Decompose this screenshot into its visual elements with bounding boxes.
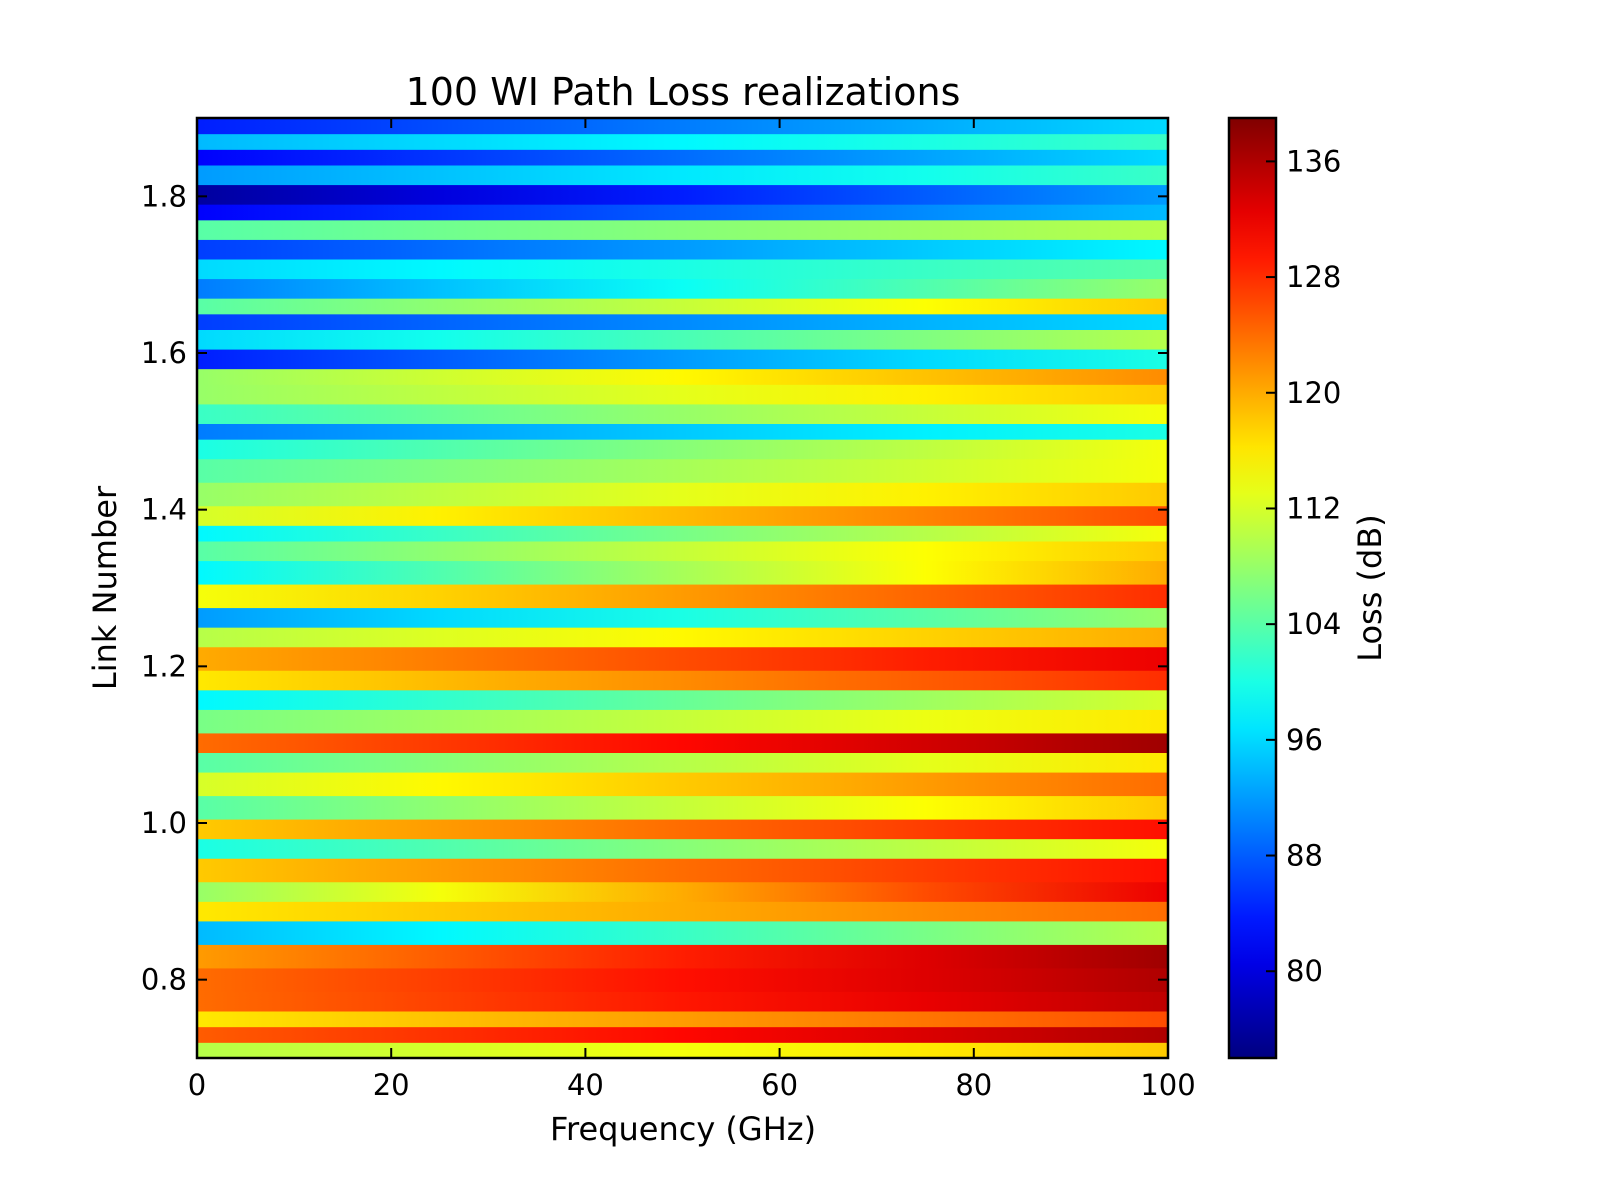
heatmap-row <box>197 900 1168 922</box>
heatmap-row <box>197 967 1168 992</box>
heatmap-row <box>197 560 1168 585</box>
heatmap-row <box>197 708 1168 734</box>
heatmap-row <box>197 505 1168 526</box>
y-axis-label: Link Number <box>86 485 124 690</box>
y-tick-label: 0.8 <box>141 963 187 997</box>
colorbar-tick-label: 136 <box>1286 144 1341 178</box>
heatmap-row <box>197 403 1168 424</box>
y-tick-label: 1.2 <box>141 649 187 683</box>
heatmap-row <box>197 771 1168 797</box>
heatmap-row <box>197 524 1168 542</box>
chart-title: 100 WI Path Loss realizations <box>406 70 961 114</box>
y-tick-label: 1.6 <box>141 336 187 370</box>
heatmap-row <box>197 607 1168 628</box>
heatmap-row <box>197 881 1168 902</box>
colorbar-tick-label: 104 <box>1286 607 1341 641</box>
colorbar-tick-label: 96 <box>1286 723 1323 757</box>
heatmap-row <box>197 117 1168 135</box>
x-tick-label: 100 <box>1140 1068 1195 1102</box>
heatmap-row <box>197 278 1168 299</box>
heatmap-row <box>197 203 1168 221</box>
colorbar-ticks: 80 88 96 104 112 120 128 136 <box>1266 144 1341 988</box>
colorbar-tick-label: 112 <box>1286 491 1341 525</box>
colorbar-tick-label: 88 <box>1286 839 1323 873</box>
heatmap-row <box>197 1010 1168 1028</box>
heatmap-row <box>197 838 1168 859</box>
heatmap-row <box>197 238 1168 260</box>
heatmap-row <box>197 164 1168 186</box>
y-tick-label: 1.0 <box>141 806 187 840</box>
heatmap-row <box>197 1026 1168 1043</box>
plot-frame <box>195 116 1170 1060</box>
heatmap-row <box>197 583 1168 609</box>
colorbar-frame <box>1227 116 1278 1060</box>
colorbar-label: Loss (dB) <box>1351 514 1389 662</box>
heatmap-row <box>197 920 1168 945</box>
x-tick-label: 0 <box>188 1068 206 1102</box>
x-axis-label: Frequency (GHz) <box>550 1110 816 1148</box>
heatmap-row <box>197 732 1168 753</box>
heatmap-row <box>197 184 1168 205</box>
colorbar-tick-label: 120 <box>1286 376 1341 410</box>
heatmap-row <box>197 795 1168 820</box>
x-tick-label: 40 <box>567 1068 604 1102</box>
heatmap-row <box>197 943 1168 969</box>
heatmap-row <box>197 258 1168 280</box>
heatmap-row <box>197 458 1168 483</box>
heatmap-row <box>197 133 1168 150</box>
colorbar: 80 88 96 104 112 120 128 136 <box>1227 116 1341 1060</box>
y-tick-label: 1.4 <box>141 493 187 527</box>
colorbar-gradient <box>1229 118 1276 1058</box>
heatmap-row <box>197 383 1168 405</box>
heatmap-row <box>197 752 1168 773</box>
heatmap-row <box>197 329 1168 350</box>
x-axis-ticks: 0 20 40 60 80 100 <box>188 118 1196 1102</box>
heatmap-row <box>197 368 1168 385</box>
heatmap-row <box>197 818 1168 840</box>
x-tick-label: 20 <box>373 1068 410 1102</box>
heatmap-row <box>197 626 1168 648</box>
colorbar-tick-label: 128 <box>1286 260 1341 294</box>
colorbar-tick-label: 80 <box>1286 954 1323 988</box>
heatmap-row <box>197 438 1168 460</box>
heatmap-row <box>197 481 1168 507</box>
heatmap-row <box>197 423 1168 440</box>
heatmap-row <box>197 1041 1168 1059</box>
heatmap-row <box>197 689 1168 710</box>
x-tick-label: 60 <box>761 1068 798 1102</box>
heatmap-row <box>197 857 1168 883</box>
heatmap-row <box>197 297 1168 315</box>
heatmap-row <box>197 313 1168 330</box>
heatmap-plot-area <box>195 116 1170 1060</box>
y-axis-ticks: 0.8 1.0 1.2 1.4 1.6 1.8 <box>141 179 1168 997</box>
heatmap-row <box>197 219 1168 240</box>
heatmap-row <box>197 540 1168 562</box>
heatmap-row <box>197 348 1168 370</box>
heatmap-row <box>197 990 1168 1012</box>
heatmap-rows <box>197 117 1168 1059</box>
y-tick-label: 1.8 <box>141 179 187 213</box>
heatmap-row <box>197 148 1168 166</box>
heatmap-row <box>197 646 1168 671</box>
x-tick-label: 80 <box>955 1068 992 1102</box>
heatmap-row <box>197 669 1168 691</box>
